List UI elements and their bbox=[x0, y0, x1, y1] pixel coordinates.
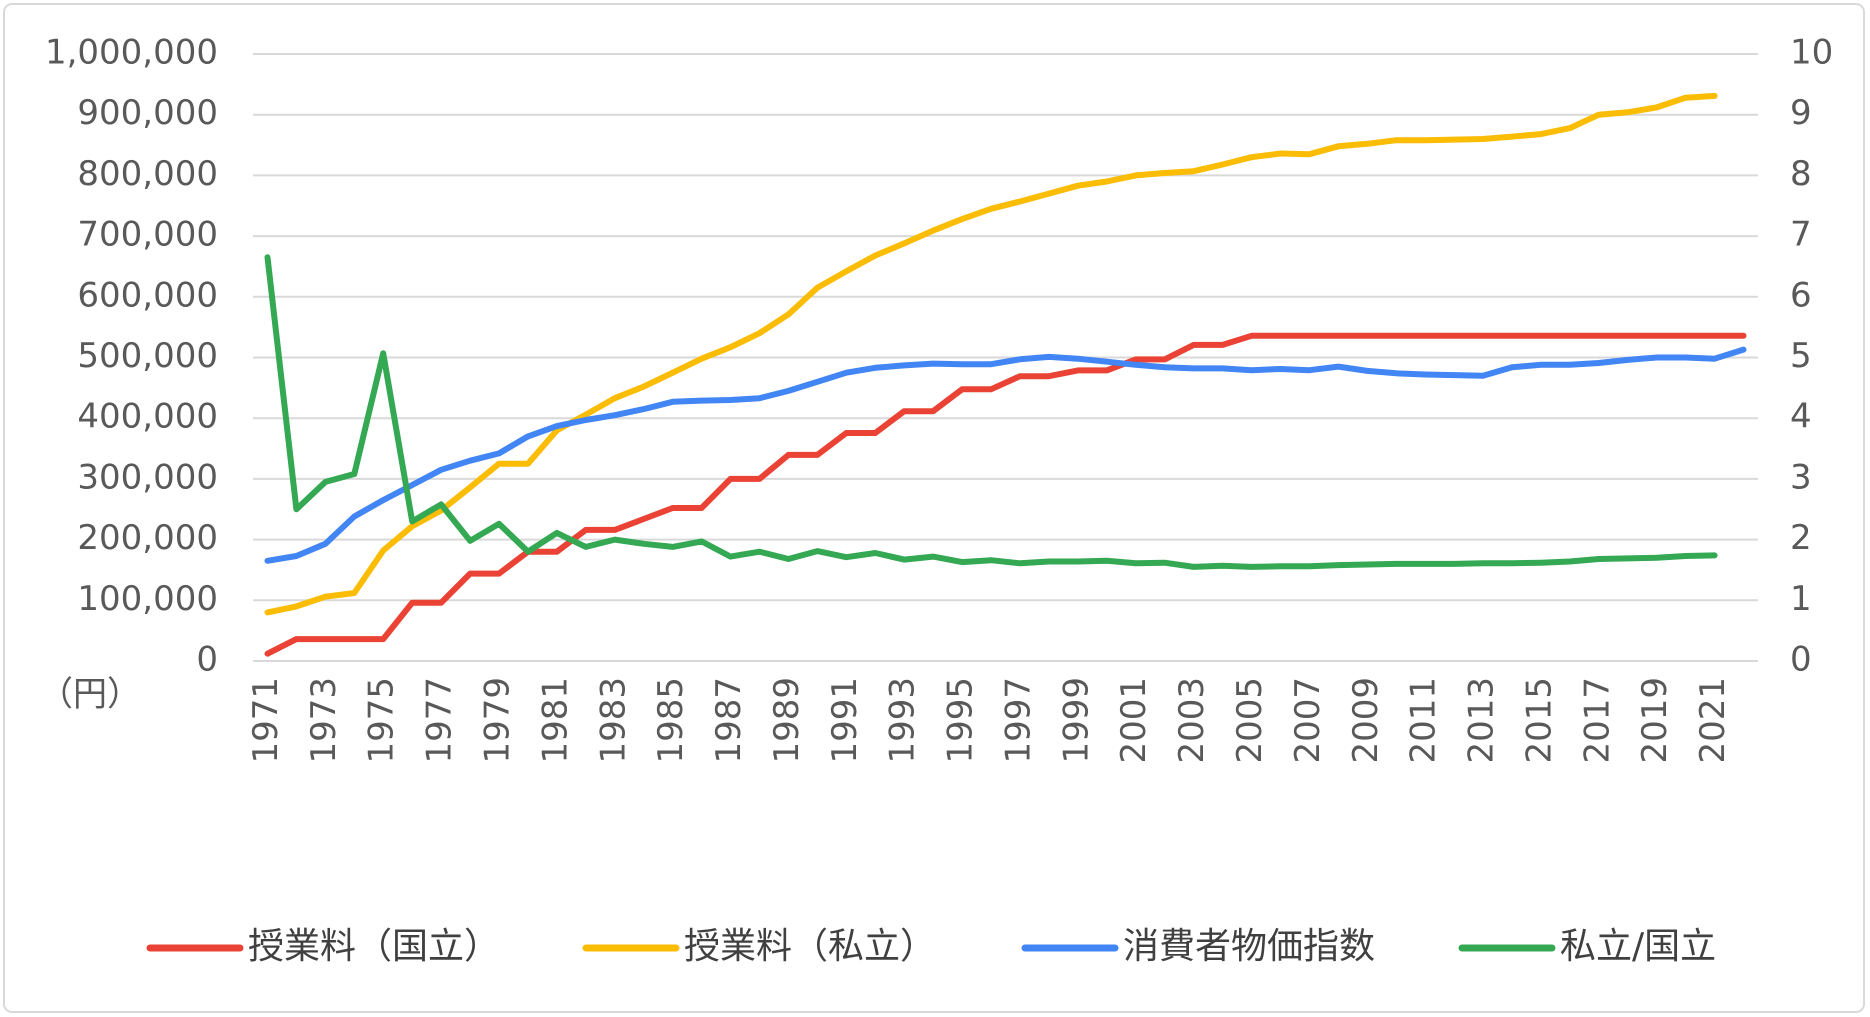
unit-label: （円） bbox=[39, 675, 141, 715]
x-tick-label: 1995 bbox=[941, 677, 981, 764]
y2-tick-label: 6 bbox=[1790, 275, 1812, 315]
y-tick-label: 500,000 bbox=[77, 336, 218, 376]
y2-tick-label: 1 bbox=[1790, 579, 1812, 619]
x-tick-label: 2009 bbox=[1346, 677, 1386, 764]
y2-tick-label: 7 bbox=[1790, 215, 1812, 255]
chart-frame bbox=[3, 3, 1865, 1013]
y2-tick-label: 9 bbox=[1790, 93, 1812, 133]
y-tick-label: 100,000 bbox=[77, 579, 218, 619]
y-tick-label: 400,000 bbox=[77, 397, 218, 437]
x-tick-label: 1979 bbox=[478, 677, 518, 764]
x-tick-label: 1997 bbox=[998, 677, 1038, 764]
legend-label: 私立/国立 bbox=[1560, 926, 1716, 967]
y2-tick-label: 8 bbox=[1790, 154, 1812, 194]
x-tick-label: 2007 bbox=[1288, 677, 1328, 764]
x-tick-label: 1999 bbox=[1056, 677, 1096, 764]
x-tick-label: 1989 bbox=[767, 677, 807, 764]
x-tick-label: 2021 bbox=[1693, 677, 1733, 764]
y-tick-label: 800,000 bbox=[77, 154, 218, 194]
x-tick-label: 2011 bbox=[1404, 677, 1444, 764]
y2-tick-label: 0 bbox=[1790, 640, 1812, 680]
legend: 授業料（国立） 授業料（私立） 消費者物価指数 私立/国立 bbox=[146, 926, 1716, 967]
x-tick-label: 2019 bbox=[1635, 677, 1675, 764]
y2-tick-label: 4 bbox=[1790, 397, 1812, 437]
series-line bbox=[264, 92, 1718, 616]
legend-label: 消費者物価指数 bbox=[1123, 926, 1375, 967]
legend-label: 授業料（国立） bbox=[248, 926, 500, 967]
y2-tick-label: 5 bbox=[1790, 336, 1812, 376]
y-tick-label: 900,000 bbox=[77, 93, 218, 133]
x-tick-label: 2013 bbox=[1462, 677, 1502, 764]
y-tick-label: 700,000 bbox=[77, 215, 218, 255]
x-tick-label: 1975 bbox=[362, 677, 402, 764]
x-tick-label: 1985 bbox=[651, 677, 691, 764]
y-tick-label: 600,000 bbox=[77, 275, 218, 315]
x-tick-label: 2001 bbox=[1114, 677, 1154, 764]
y2-tick-label: 3 bbox=[1790, 457, 1812, 497]
y-tick-label: 300,000 bbox=[77, 457, 218, 497]
series-line bbox=[264, 254, 1718, 570]
legend-label: 授業料（私立） bbox=[684, 926, 936, 967]
series-line bbox=[264, 332, 1747, 657]
x-tick-label: 2005 bbox=[1230, 677, 1270, 764]
x-tick-label: 1977 bbox=[420, 677, 460, 764]
x-tick-label: 1983 bbox=[593, 677, 633, 764]
series-line bbox=[264, 346, 1747, 564]
y-tick-label: 200,000 bbox=[77, 518, 218, 558]
x-tick-label: 1993 bbox=[883, 677, 923, 764]
y2-tick-label: 2 bbox=[1790, 518, 1812, 558]
x-tick-label: 2015 bbox=[1519, 677, 1559, 764]
y-tick-label: 1,000,000 bbox=[45, 33, 218, 73]
y-tick-label: 0 bbox=[196, 640, 218, 680]
x-tick-label: 1987 bbox=[709, 677, 749, 764]
x-tick-label: 2017 bbox=[1577, 677, 1617, 764]
x-tick-label: 2003 bbox=[1172, 677, 1212, 764]
x-tick-label: 1981 bbox=[535, 677, 575, 764]
y2-tick-label: 10 bbox=[1790, 33, 1833, 73]
x-tick-label: 1973 bbox=[304, 677, 344, 764]
x-tick-label: 1991 bbox=[825, 677, 865, 764]
x-tick-label: 1971 bbox=[246, 677, 286, 764]
